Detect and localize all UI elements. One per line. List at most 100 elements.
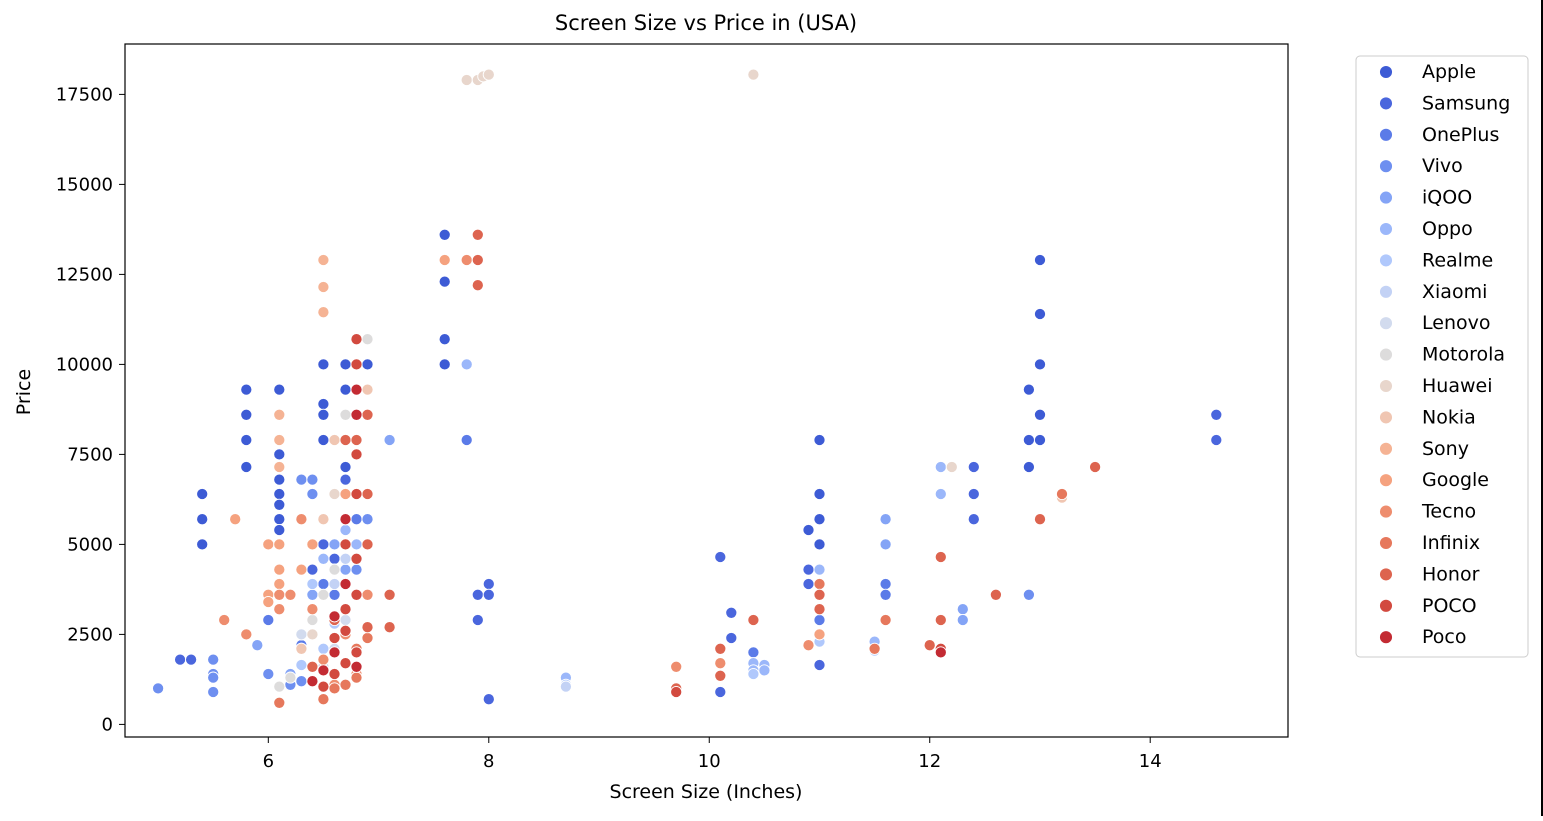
data-point <box>361 631 374 645</box>
data-point <box>207 653 220 666</box>
data-point <box>989 588 1002 601</box>
data-point <box>1022 460 1035 474</box>
data-point <box>196 538 209 551</box>
data-point <box>339 577 352 591</box>
data-point <box>328 610 341 623</box>
data-point <box>967 460 980 474</box>
chart-title: Screen Size vs Price in (USA) <box>555 11 857 35</box>
data-point <box>262 613 275 627</box>
data-point <box>317 538 330 551</box>
data-point <box>328 433 341 447</box>
data-point <box>196 487 209 501</box>
data-point <box>295 658 308 672</box>
series-huawei <box>306 68 958 641</box>
data-point <box>956 603 969 616</box>
series-realme <box>295 513 881 691</box>
legend-label: Oppo <box>1422 218 1473 240</box>
data-point <box>306 588 319 601</box>
data-point <box>813 513 826 526</box>
data-point <box>802 563 815 576</box>
data-point <box>813 588 826 601</box>
data-point <box>317 408 330 421</box>
data-point <box>306 660 319 673</box>
y-tick-label: 17500 <box>56 84 113 105</box>
data-point <box>328 552 341 565</box>
x-axis-label: Screen Size (Inches) <box>610 781 803 803</box>
data-point <box>295 642 308 655</box>
data-point <box>350 487 363 501</box>
data-point <box>339 613 352 627</box>
data-point <box>328 563 341 576</box>
legend-label: Huawei <box>1422 375 1492 397</box>
data-point <box>284 588 297 601</box>
data-point <box>350 563 363 576</box>
legend-label: OnePlus <box>1422 124 1499 146</box>
legend-marker <box>1379 410 1393 425</box>
data-point <box>1033 253 1047 267</box>
data-point <box>747 68 760 81</box>
data-point <box>361 408 374 421</box>
data-point <box>273 460 286 474</box>
legend-marker <box>1379 504 1393 519</box>
legend-label: Lenovo <box>1422 312 1490 334</box>
legend-label: iQOO <box>1422 187 1472 209</box>
data-point <box>350 538 363 551</box>
series-sony <box>273 253 330 474</box>
data-point <box>813 658 826 672</box>
data-point <box>350 448 363 461</box>
data-point <box>813 577 826 591</box>
data-point <box>1022 433 1035 447</box>
data-point <box>317 642 330 655</box>
data-point <box>306 603 319 616</box>
data-point <box>317 306 330 319</box>
data-point <box>339 358 352 371</box>
data-point <box>471 228 484 241</box>
legend-marker <box>1379 96 1393 111</box>
data-point <box>438 358 451 371</box>
data-point <box>339 487 352 501</box>
data-point <box>317 433 330 447</box>
legend-marker <box>1379 567 1393 582</box>
data-point <box>328 487 341 501</box>
series-poco <box>317 333 947 699</box>
data-point <box>273 538 286 551</box>
data-point <box>339 603 352 616</box>
y-tick-label: 12500 <box>56 264 113 285</box>
legend-label: Apple <box>1422 61 1476 83</box>
data-point <box>306 487 319 501</box>
data-point <box>813 603 826 616</box>
data-point <box>714 669 727 682</box>
data-point <box>482 577 495 591</box>
legend-label: POCO <box>1422 595 1477 617</box>
data-point <box>339 433 352 447</box>
data-point <box>361 487 374 501</box>
data-point <box>350 358 363 371</box>
legend-marker <box>1379 316 1393 331</box>
legend-marker <box>1379 65 1393 79</box>
data-point <box>295 675 308 688</box>
series-samsung <box>174 408 1223 706</box>
data-point <box>339 624 352 637</box>
data-point <box>471 588 484 601</box>
data-point <box>317 653 330 666</box>
data-point <box>328 577 341 591</box>
series-poco <box>306 383 947 688</box>
data-point <box>438 253 451 267</box>
data-point <box>350 660 363 673</box>
data-point <box>262 667 275 681</box>
data-point <box>317 513 330 526</box>
data-point <box>802 577 815 591</box>
legend-marker <box>1379 598 1393 613</box>
data-point <box>273 487 286 501</box>
data-point <box>295 473 308 486</box>
data-point <box>747 646 760 659</box>
legend-marker <box>1379 441 1393 456</box>
data-point <box>1022 383 1035 396</box>
data-point <box>306 563 319 576</box>
data-point <box>350 333 363 346</box>
legend-label: Nokia <box>1422 406 1476 428</box>
data-point <box>482 588 495 601</box>
data-point <box>361 588 374 601</box>
data-point <box>1033 513 1047 526</box>
